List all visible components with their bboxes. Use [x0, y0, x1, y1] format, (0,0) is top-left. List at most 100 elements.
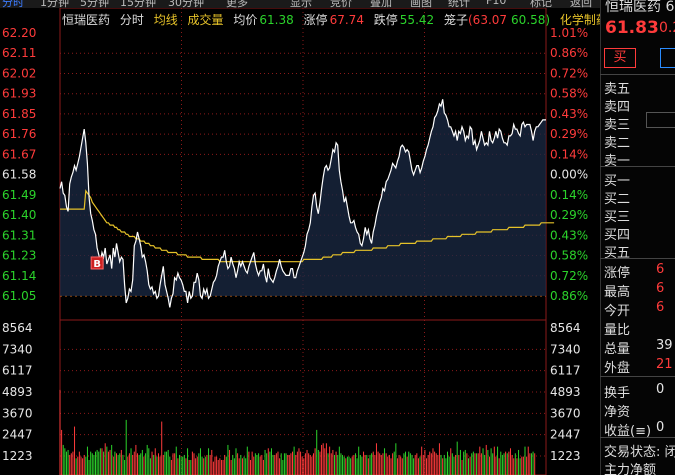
price-tick-label: 61.40	[2, 208, 36, 222]
ask-level-label: 卖五	[604, 82, 631, 97]
avg-price-value: 61.38	[259, 13, 294, 27]
volume-tick-label-right: 3670	[550, 406, 581, 420]
bid-level-label: 买二	[604, 192, 631, 207]
chart-header: 恒瑞医药 分时 均线 成交量 均价 61.38 涨停 67.74 跌停 55.42 笼…	[62, 11, 614, 27]
toolbar-item[interactable]: 5分钟	[80, 0, 109, 8]
average-price-line	[60, 189, 555, 263]
pct-tick-label: 0.43%	[550, 228, 588, 242]
toolbar-item[interactable]: F10	[486, 0, 507, 7]
volume-tick-label-right: 8564	[550, 321, 581, 335]
industry-label[interactable]: 化学制药	[559, 13, 608, 27]
stat-label: 收益(≡)	[604, 424, 652, 439]
bid-level-label: 买一	[604, 174, 631, 189]
toolbar-item[interactable]: 画图	[410, 0, 432, 8]
ask-level-label: 卖四	[604, 100, 631, 115]
volume-toggle[interactable]: 成交量	[187, 13, 224, 27]
pct-tick-label: 0.86%	[550, 46, 588, 60]
stock-name: 恒瑞医药	[62, 13, 111, 27]
toolbar-item[interactable]: 分时	[2, 0, 24, 8]
limit-up-label: 涨停	[303, 13, 328, 27]
stat-label: 量比	[604, 323, 631, 338]
toolbar-item[interactable]: 叠加	[370, 0, 392, 8]
volume-tick-label-right: 2447	[550, 428, 581, 442]
toolbar-item[interactable]: 1分钟	[40, 0, 69, 8]
volume-tick-label-right: 6117	[550, 364, 581, 378]
volume-tick-label: 1223	[2, 449, 33, 463]
price-tick-label: 61.76	[2, 127, 36, 141]
ask-level-label: 卖二	[604, 136, 631, 151]
avg-line-toggle[interactable]: 均线	[153, 13, 178, 27]
pct-tick-label: 0.86%	[550, 289, 588, 303]
price-tick-label: 61.93	[2, 87, 36, 101]
sell-button[interactable]	[660, 48, 675, 68]
toolbar-item[interactable]: 返回	[570, 0, 592, 8]
price-tick-label: 61.31	[2, 228, 36, 242]
price-tick-label: 61.85	[2, 107, 36, 121]
quote-title: 恒瑞医药 6	[605, 0, 675, 15]
price-line	[59, 99, 546, 308]
toolbar-item[interactable]: 竞价	[330, 0, 352, 8]
toolbar-item[interactable]: 更多	[226, 0, 248, 8]
pct-tick-label: 0.14%	[550, 147, 588, 161]
limit-down-value: 55.42	[399, 13, 435, 27]
toolbar-item[interactable]: 标记	[530, 0, 552, 8]
stat-label: 涨停	[604, 266, 631, 281]
buy-button[interactable]: 买	[604, 48, 636, 68]
ask-level-label: 卖一	[604, 154, 631, 169]
price-tick-label: 61.58	[2, 168, 36, 182]
limit-down-label: 跌停	[373, 13, 398, 27]
toolbar-item[interactable]: 15分钟	[120, 0, 156, 8]
stat-value: 6	[656, 300, 665, 315]
period-toolbar: 分时 1分钟 5分钟 15分钟 30分钟 更多 显示 竞价 叠加 画图 统计 F10 标记 返回	[0, 0, 600, 8]
pct-tick-label: 0.72%	[550, 66, 588, 80]
cage-label: 笼子	[443, 13, 468, 27]
toolbar-item[interactable]: 显示	[290, 0, 312, 8]
volume-tick-label: 4893	[2, 385, 33, 399]
divider	[600, 74, 675, 75]
ask-level-label: 卖三	[604, 118, 631, 133]
price-tick-label: 61.14	[2, 269, 36, 283]
stat-value: 0	[656, 420, 665, 435]
stat-value: 6	[656, 262, 665, 277]
pct-tick-label: 0.58%	[550, 87, 588, 101]
avg-price-label: 均价	[233, 13, 258, 27]
quote-price: 61.83	[605, 18, 659, 38]
volume-tick-label-right: 4893	[550, 385, 581, 399]
stat-label: 净资	[604, 405, 631, 420]
price-tick-label: 61.49	[2, 188, 36, 202]
bid-level-label: 买三	[604, 210, 631, 225]
pct-tick-label: 0.29%	[550, 127, 588, 141]
pct-tick-label: 0.14%	[550, 188, 588, 202]
cage-low: (63.07	[468, 13, 508, 27]
volume-tick-label: 2447	[2, 428, 33, 442]
pct-tick-label: 1.01%	[550, 26, 588, 40]
bid-level-label: 买五	[604, 246, 631, 261]
price-tick-label: 61.23	[2, 249, 36, 263]
ask-input-box[interactable]	[646, 112, 675, 128]
toolbar-item[interactable]: 统计	[448, 0, 470, 8]
quote-change: 0.2	[659, 20, 675, 36]
volume-tick-label-right: 1223	[550, 449, 581, 463]
volume-tick-label-right: 7340	[550, 342, 581, 356]
divider	[600, 166, 675, 167]
pct-tick-label: 0.43%	[550, 107, 588, 121]
pct-tick-label: 0.72%	[550, 269, 588, 283]
buy-marker	[90, 256, 104, 270]
intraday-chart: 62.20 1.01% 62.11 0.86% 62.02 0.72% 61.93 0.58%…	[2, 8, 588, 475]
stat-label: 最高	[604, 285, 631, 300]
divider	[600, 437, 675, 438]
divider	[600, 258, 675, 259]
bid-level-label: 买四	[604, 228, 631, 243]
price-tick-label: 62.20	[2, 26, 36, 40]
stat-label: 今开	[604, 304, 631, 319]
toolbar-item[interactable]: 30分钟	[168, 0, 204, 8]
volume-tick-label: 3670	[2, 406, 33, 420]
price-area	[60, 99, 546, 308]
price-tick-label: 61.67	[2, 147, 36, 161]
buy-marker-label: B	[93, 259, 101, 270]
main-net-label: 主力净额	[604, 463, 657, 475]
stat-value: 6	[656, 281, 665, 296]
mode-label[interactable]: 分时	[119, 13, 144, 27]
quote-panel: 恒瑞医药 6 61.83 0.2	[600, 0, 675, 475]
price-tick-label: 61.05	[2, 289, 36, 303]
